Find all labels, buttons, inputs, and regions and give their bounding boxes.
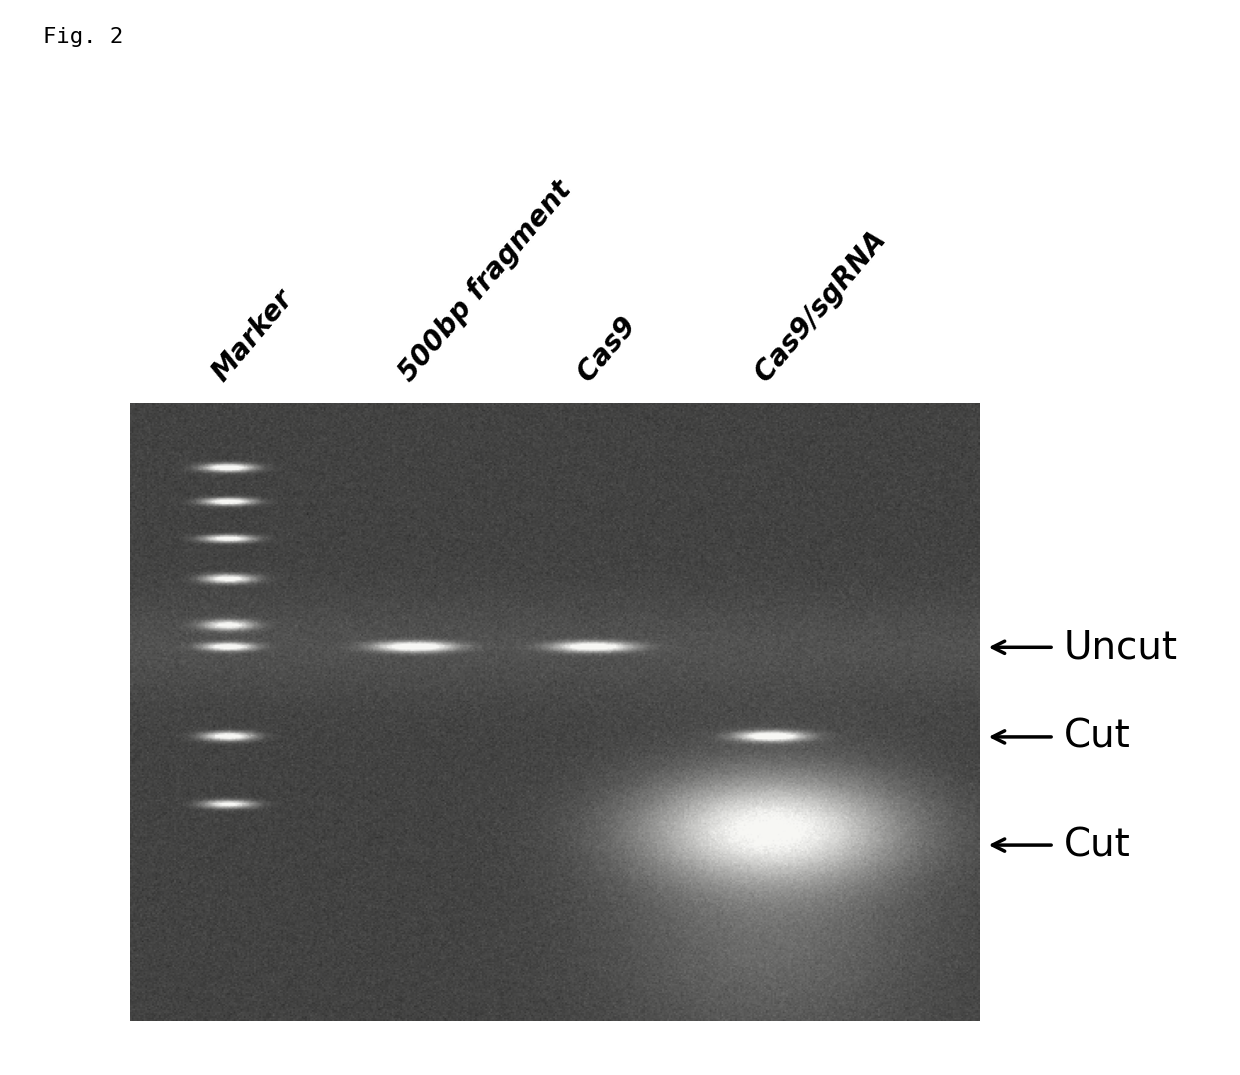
Text: Cut: Cut xyxy=(1064,718,1131,756)
Text: Fig. 2: Fig. 2 xyxy=(43,27,124,47)
Text: Marker: Marker xyxy=(206,285,299,387)
Text: Cas9: Cas9 xyxy=(572,312,641,387)
Text: Uncut: Uncut xyxy=(1064,628,1178,666)
Text: Cas9/sgRNA: Cas9/sgRNA xyxy=(750,226,892,387)
Text: Cut: Cut xyxy=(1064,826,1131,864)
Text: 500bp fragment: 500bp fragment xyxy=(393,176,577,387)
